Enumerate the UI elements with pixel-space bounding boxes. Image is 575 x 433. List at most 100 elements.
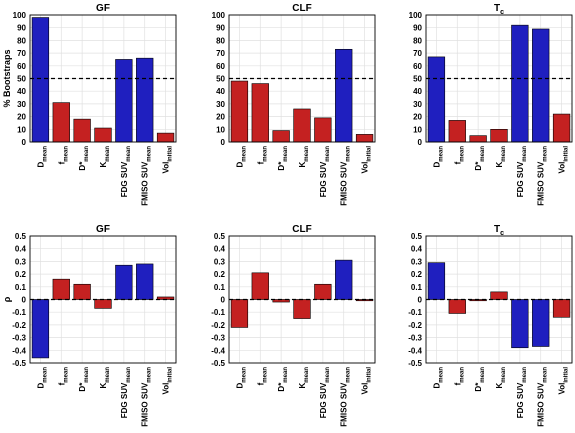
y-tick-label: 0	[221, 296, 226, 305]
y-tick-label: 90	[216, 24, 225, 33]
category-label: FMISO SUVmean	[537, 146, 549, 206]
bar-2	[73, 283, 91, 300]
y-tick-label: 60	[216, 62, 225, 71]
bar-6	[552, 113, 571, 143]
y-tick-label: 50	[17, 75, 26, 84]
bar-0	[230, 299, 249, 328]
axes-frame	[228, 14, 376, 143]
category-label: Dmean	[36, 367, 48, 389]
category-label: Kmean	[99, 367, 111, 389]
bar-3	[490, 291, 508, 300]
y-tick-label: -0.4	[211, 346, 225, 355]
category-label: Kmean	[495, 146, 507, 168]
axes-frame	[29, 14, 177, 143]
bar-5	[136, 57, 154, 143]
category-label: Volinitial	[558, 146, 570, 174]
y-axis-label: ρ	[2, 296, 12, 302]
y-tick-label: 70	[413, 49, 422, 58]
y-tick-label: 40	[17, 87, 26, 96]
y-tick-label: 0.2	[15, 270, 27, 279]
bar-1	[251, 272, 269, 300]
y-tick-label: 0	[418, 296, 423, 305]
category-label: FDG SUVmean	[516, 367, 528, 419]
category-label: FDG SUVmean	[120, 146, 132, 198]
bar-3	[293, 299, 311, 319]
bar-0	[230, 80, 249, 143]
bar-4	[115, 59, 133, 143]
y-tick-label: 0.1	[15, 283, 27, 292]
category-label: Volinitial	[162, 146, 174, 174]
y-tick-label: 20	[17, 113, 26, 122]
chart-panel-3: -0.5 -0.4 -0.3 -0.2 -0.1 0 0.1 0.2 0.3 0.4 0.5 GF ρ D…	[2, 224, 177, 427]
y-tick-label: 80	[216, 36, 225, 45]
category-label: Volinitial	[558, 367, 570, 395]
y-tick-label: 100	[212, 11, 226, 20]
category-label: fmean	[256, 146, 268, 165]
bar-6	[355, 134, 374, 143]
y-tick-label: 0	[418, 138, 423, 147]
y-tick-label: 10	[216, 125, 225, 134]
axes-frame	[425, 235, 573, 364]
category-label: fmean	[453, 146, 465, 165]
y-tick-label: 30	[216, 100, 225, 109]
y-tick-label: 0.5	[15, 232, 27, 241]
y-tick-label: 70	[216, 49, 225, 58]
bar-1	[52, 102, 70, 143]
chart-panel-1: 0 10 20 30 40 50 60 70 80 90 100 CLF Dmean fmean D*mea…	[212, 3, 376, 206]
category-label: FMISO SUVmean	[537, 367, 549, 427]
y-tick-label: 40	[216, 87, 225, 96]
y-tick-label: 0.4	[15, 245, 27, 254]
bar-5	[136, 263, 154, 300]
category-label: Kmean	[495, 367, 507, 389]
bar-4	[511, 299, 529, 349]
axes-frame	[228, 235, 376, 364]
bar-4	[314, 283, 332, 300]
y-tick-label: -0.1	[408, 308, 422, 317]
bar-4	[115, 264, 133, 300]
category-label: Volinitial	[162, 367, 174, 395]
y-tick-label: -0.5	[211, 359, 225, 368]
bar-3	[94, 299, 112, 309]
y-tick-label: 0.5	[411, 232, 423, 241]
y-tick-label: 30	[17, 100, 26, 109]
y-tick-label: -0.4	[408, 346, 422, 355]
category-label: D*mean	[277, 146, 289, 171]
category-label: FMISO SUVmean	[141, 146, 153, 206]
chart-title: GF	[96, 224, 110, 235]
bar-0	[427, 262, 446, 300]
y-tick-label: 0	[22, 296, 27, 305]
bar-2	[469, 135, 487, 143]
category-label: fmean	[57, 367, 69, 386]
y-tick-label: 0.4	[214, 245, 226, 254]
y-tick-label: 50	[216, 75, 225, 84]
y-tick-label: 0.2	[214, 270, 226, 279]
chart-title: GF	[96, 3, 110, 14]
category-label: D*mean	[474, 146, 486, 171]
y-tick-label: 20	[216, 113, 225, 122]
y-tick-label: 10	[413, 125, 422, 134]
chart-title: Tc	[494, 3, 504, 16]
category-label: Kmean	[99, 146, 111, 168]
y-tick-label: -0.2	[211, 321, 225, 330]
y-tick-label: 80	[17, 36, 26, 45]
category-label: Volinitial	[361, 146, 373, 174]
category-label: FMISO SUVmean	[141, 367, 153, 427]
bar-3	[94, 127, 112, 143]
category-label: Volinitial	[361, 367, 373, 395]
category-label: FMISO SUVmean	[340, 367, 352, 427]
bar-0	[31, 299, 50, 359]
y-tick-label: 60	[413, 62, 422, 71]
category-label: Dmean	[432, 146, 444, 168]
bar-4	[314, 117, 332, 143]
y-tick-label: 0.1	[214, 283, 226, 292]
bar-0	[427, 56, 446, 143]
category-label: Dmean	[235, 146, 247, 168]
y-tick-label: 0.4	[411, 245, 423, 254]
bar-1	[448, 299, 466, 314]
category-label: Dmean	[235, 367, 247, 389]
y-tick-label: 100	[13, 11, 27, 20]
category-label: FDG SUVmean	[319, 367, 331, 419]
category-label: Kmean	[298, 146, 310, 168]
category-label: FDG SUVmean	[516, 146, 528, 198]
